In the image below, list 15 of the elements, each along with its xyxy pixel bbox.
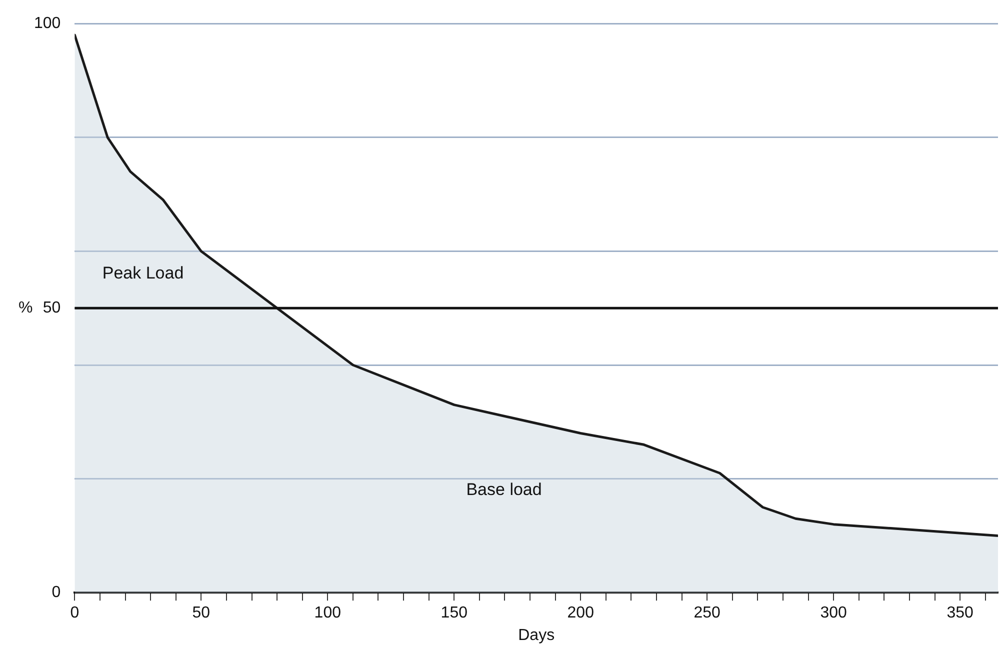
y-tick-label: 50 <box>42 300 61 317</box>
annotation: Peak Load <box>102 264 184 283</box>
x-tick-label: 50 <box>192 604 210 622</box>
x-tick-label: 100 <box>314 604 342 622</box>
x-tick-label: 350 <box>946 604 974 622</box>
x-axis-title: Days <box>518 626 555 644</box>
x-tick-label: 0 <box>70 604 80 622</box>
y-tick-label: 0 <box>52 584 61 602</box>
annotation: Base load <box>466 480 542 499</box>
x-tick-label: 300 <box>820 604 848 622</box>
x-tick-label: 250 <box>694 604 721 622</box>
y-axis-title: % <box>18 300 33 317</box>
x-tick-label: 150 <box>440 604 468 622</box>
x-tick-label: 200 <box>567 604 594 622</box>
y-tick-label: 100 <box>34 15 61 32</box>
